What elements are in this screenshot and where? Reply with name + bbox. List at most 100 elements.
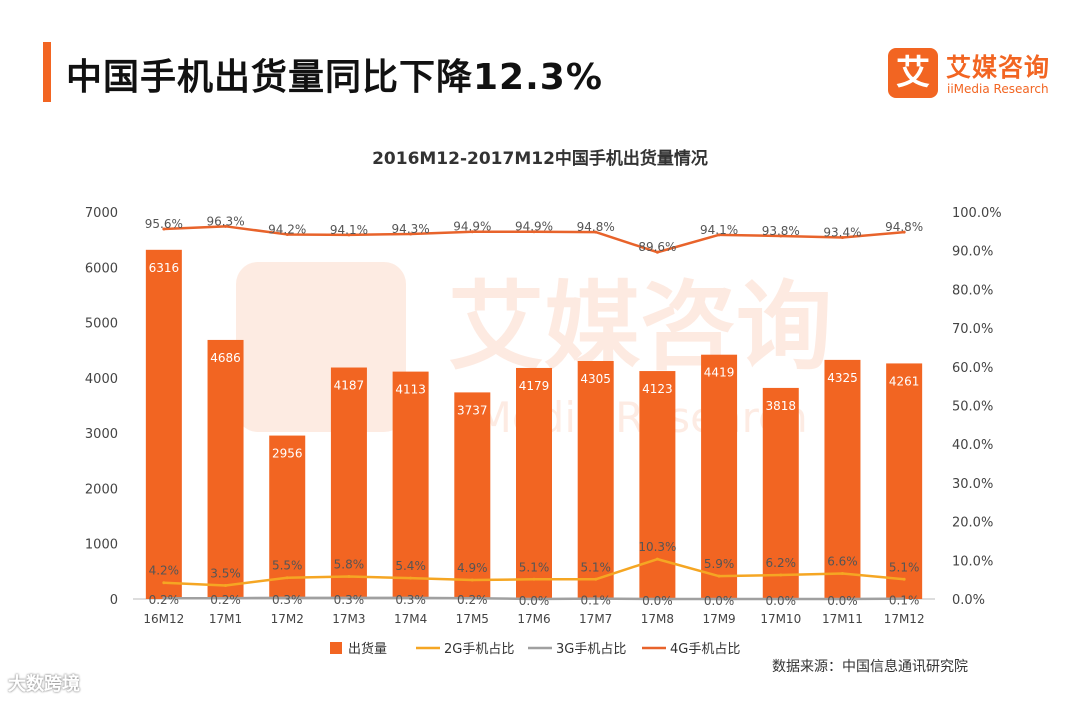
title-accent-bar — [43, 42, 51, 102]
legend-swatch-bar — [330, 642, 342, 654]
series-point-2 — [347, 575, 351, 579]
bar-value-label: 2956 — [272, 447, 303, 461]
series-point-2 — [594, 577, 598, 581]
series-value-label-2: 5.1% — [519, 560, 550, 574]
x-tick-label: 17M10 — [760, 612, 801, 626]
series-point-3 — [655, 597, 659, 601]
series-value-label-2: 6.2% — [766, 556, 797, 570]
series-value-label-4: 94.2% — [268, 222, 306, 236]
y-right-tick-label: 50.0% — [952, 400, 993, 415]
series-point-2 — [162, 581, 166, 585]
page-title: 中国手机出货量同比下降12.3% — [66, 57, 603, 98]
bar-value-label: 4179 — [519, 379, 550, 393]
series-value-label-2: 5.5% — [272, 559, 303, 573]
series-point-2 — [779, 573, 783, 577]
series-value-label-3: 0.0% — [766, 594, 797, 608]
data-source: 数据来源：中国信息通讯研究院 — [772, 659, 968, 675]
series-point-2 — [902, 577, 906, 581]
bar-17M1 — [207, 339, 244, 599]
bar-value-label: 4261 — [889, 374, 920, 388]
corner-watermark: 大数跨境 — [8, 674, 80, 695]
series-value-label-3: 0.2% — [457, 593, 488, 607]
series-value-label-2: 10.3% — [638, 540, 676, 554]
series-point-3 — [285, 596, 289, 600]
x-tick-label: 17M12 — [884, 612, 925, 626]
series-point-4 — [409, 232, 413, 236]
series-point-4 — [902, 230, 906, 234]
series-point-3 — [470, 596, 474, 600]
series-point-4 — [347, 233, 351, 237]
series-value-label-4: 94.8% — [577, 220, 615, 234]
series-value-label-2: 5.8% — [334, 558, 365, 572]
series-point-4 — [840, 236, 844, 240]
watermark-logo-box — [236, 262, 406, 432]
series-value-label-2: 5.4% — [395, 559, 426, 573]
series-value-label-3: 0.0% — [642, 594, 673, 608]
x-tick-label: 17M9 — [702, 612, 735, 626]
y-left-tick-label: 6000 — [85, 261, 118, 276]
legend-label: 3G手机占比 — [556, 642, 626, 657]
bar-value-label: 4123 — [642, 382, 673, 396]
series-point-2 — [655, 557, 659, 561]
y-left-tick-label: 2000 — [85, 482, 118, 497]
bar-17M2 — [269, 435, 306, 599]
y-right-tick-label: 70.0% — [952, 322, 993, 337]
bar-16M12 — [145, 249, 182, 599]
y-left-tick-label: 4000 — [85, 372, 118, 387]
bar-value-label: 4187 — [334, 379, 365, 393]
bar-17M11 — [824, 359, 861, 599]
series-value-label-3: 0.0% — [519, 594, 550, 608]
bar-value-label: 4305 — [580, 372, 611, 386]
series-value-label-2: 5.1% — [889, 560, 920, 574]
series-point-3 — [162, 596, 166, 600]
x-tick-label: 17M4 — [394, 612, 427, 626]
series-value-label-4: 94.1% — [330, 223, 368, 237]
series-point-2 — [840, 571, 844, 575]
bar-17M7 — [577, 360, 614, 599]
series-point-4 — [779, 234, 783, 238]
y-left-tick-label: 0 — [110, 593, 118, 608]
series-point-3 — [594, 597, 598, 601]
chart-title: 2016M12-2017M12中国手机出货量情况 — [372, 149, 708, 169]
bar-value-label: 4419 — [704, 366, 735, 380]
series-point-2 — [717, 574, 721, 578]
series-point-3 — [717, 597, 721, 601]
series-point-4 — [655, 250, 659, 254]
series-point-3 — [409, 596, 413, 600]
watermark-name-en: iiMedia Research — [452, 393, 807, 442]
series-value-label-3: 0.2% — [149, 593, 180, 607]
y-right-tick-label: 30.0% — [952, 477, 993, 492]
y-right-tick-label: 10.0% — [952, 554, 993, 569]
x-tick-label: 17M3 — [332, 612, 365, 626]
bar-value-label: 4113 — [395, 383, 426, 397]
y-right-tick-label: 100.0% — [952, 206, 1002, 221]
bar-value-label: 4686 — [210, 351, 241, 365]
series-value-label-4: 96.3% — [206, 214, 244, 228]
series-point-4 — [224, 224, 228, 228]
series-value-label-4: 94.8% — [885, 220, 923, 234]
series-value-label-4: 94.9% — [453, 220, 491, 234]
bar-17M8 — [639, 371, 676, 599]
logo-mark: 艾 — [888, 48, 938, 98]
y-left-tick-label: 5000 — [85, 317, 118, 332]
bar-17M6 — [516, 367, 552, 599]
series-point-4 — [594, 230, 598, 234]
series-value-label-4: 95.6% — [145, 217, 183, 231]
series-point-2 — [409, 576, 413, 580]
bar-17M5 — [454, 392, 491, 599]
legend-label: 4G手机占比 — [670, 642, 740, 657]
bar-17M12 — [886, 363, 923, 599]
series-point-3 — [840, 597, 844, 601]
y-left-tick-label: 3000 — [85, 427, 118, 442]
series-point-2 — [470, 578, 474, 582]
series-value-label-4: 89.6% — [638, 240, 676, 254]
series-value-label-3: 0.3% — [395, 593, 426, 607]
bar-value-label: 6316 — [149, 261, 180, 275]
series-value-label-3: 0.2% — [210, 593, 241, 607]
series-point-3 — [902, 597, 906, 601]
y-right-tick-label: 90.0% — [952, 245, 993, 260]
x-tick-label: 17M6 — [517, 612, 550, 626]
series-point-3 — [532, 597, 536, 601]
legend-label: 2G手机占比 — [444, 642, 514, 657]
